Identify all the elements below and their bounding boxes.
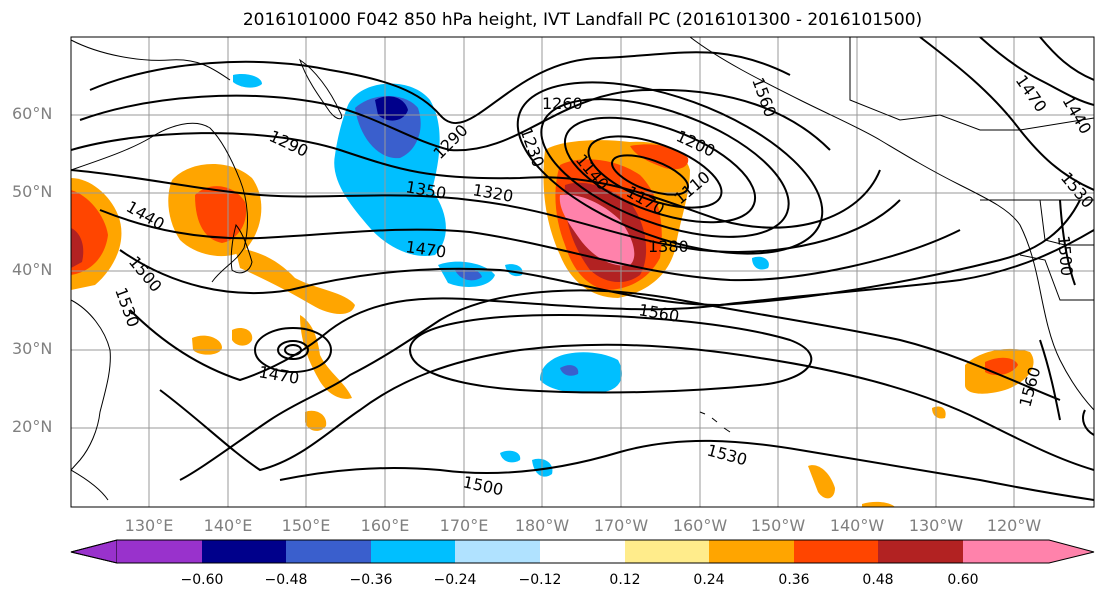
colorbar-bin [794, 540, 878, 563]
colorbar-tick-label: 0.12 [609, 572, 641, 588]
lon-label: 140°W [829, 516, 885, 535]
height-contours [71, 37, 1094, 501]
shade-blue-small [233, 74, 262, 88]
colorbar-bin [540, 540, 625, 563]
graticule [71, 37, 1094, 507]
colorbar-outline [70, 539, 1095, 564]
contour-label: 1260 [542, 94, 583, 113]
lon-label: 160°W [672, 516, 728, 535]
shade-main-ext [630, 144, 689, 170]
lat-label: 30°N [12, 339, 53, 358]
shade-east-small3 [862, 501, 895, 507]
lon-label: 170°W [593, 516, 649, 535]
contour-label: 1500 [1054, 235, 1076, 277]
lat-label: 40°N [12, 260, 53, 279]
colorbar-tick-label: −0.60 [180, 572, 224, 588]
colorbar-extend-min [70, 539, 118, 564]
colorbar-tick-label: 0.48 [862, 572, 894, 588]
lat-label: 50°N [12, 182, 53, 201]
shade-japan-inner [195, 186, 247, 243]
colorbar-bin [202, 540, 286, 563]
colorbar-bin [286, 540, 371, 563]
colorbar-bin [455, 540, 540, 563]
colorbar-tick-label: 0.60 [947, 572, 979, 588]
shade-east-small2 [808, 465, 835, 499]
shade-west-core [71, 228, 84, 268]
colorbar-bin [709, 540, 794, 563]
shade-main-core [559, 194, 635, 266]
lon-label: 170°E [439, 516, 489, 535]
shade-small-2 [232, 328, 253, 346]
lon-label: 130°W [908, 516, 964, 535]
lon-label: 150°W [750, 516, 806, 535]
ivt-shading [71, 74, 1034, 507]
lat-label: 20°N [12, 417, 53, 436]
lon-label: 160°E [360, 516, 410, 535]
map-border [70, 36, 1095, 508]
shade-east-inner [985, 357, 1018, 376]
lon-label: 140°E [203, 516, 253, 535]
shade-small-3 [305, 410, 327, 431]
shade-east-small [932, 406, 946, 419]
contour-label: 1380 [648, 237, 689, 256]
shade-japan-trail2 [300, 315, 352, 399]
colorbar-tick-label: −0.24 [433, 572, 477, 588]
shade-blue-sub-core [560, 365, 579, 376]
colorbar-bin [625, 540, 709, 563]
shade-blue-tiny1 [500, 450, 521, 463]
colorbar-tick-label: −0.36 [349, 572, 393, 588]
lat-label: 60°N [12, 104, 53, 123]
shade-japan-trail [235, 248, 355, 315]
shade-blue-sub-outer [540, 352, 622, 394]
colorbar [70, 539, 1095, 564]
map-title: 2016101000 F042 850 hPa height, IVT Land… [242, 10, 923, 30]
colorbar-bin [117, 540, 202, 563]
shade-blue-tiny3 [752, 256, 769, 270]
colorbar-bin [878, 540, 963, 563]
coastlines [71, 37, 1094, 501]
colorbar-tick-label: 0.36 [778, 572, 810, 588]
colorbar-tick-label: −0.12 [518, 572, 562, 588]
lon-label: 180°W [514, 516, 570, 535]
colorbar-extend-max [963, 540, 1094, 563]
lon-label: 150°E [281, 516, 331, 535]
lon-label: 120°W [986, 516, 1042, 535]
lon-label: 130°E [124, 516, 174, 535]
colorbar-bin [371, 540, 455, 563]
colorbar-tick-label: −0.48 [264, 572, 308, 588]
colorbar-tick-label: 0.24 [693, 572, 725, 588]
